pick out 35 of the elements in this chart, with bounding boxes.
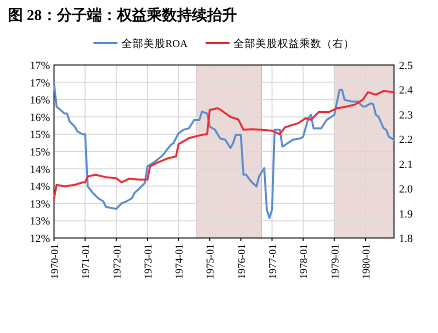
- y-tick-label: 14%: [30, 181, 50, 194]
- y2-tick-label: 2.0: [399, 184, 414, 196]
- line-series: [53, 82, 395, 219]
- legend-label: 全部美股权益乘数（右）: [234, 37, 355, 50]
- y2-tick-label: 2.5: [399, 60, 414, 72]
- x-tick-label: 1977-01: [268, 244, 280, 279]
- x-tick-label: 1972-01: [112, 244, 124, 279]
- y-tick-label: 12%: [30, 233, 50, 245]
- y2-tick-label: 2.3: [399, 109, 414, 122]
- x-tick-label: 1970-01: [50, 244, 61, 279]
- y-tick-label: 15%: [30, 146, 50, 158]
- y-tick-label: 13%: [30, 198, 50, 210]
- x-tick-label: 1978-01: [299, 244, 310, 279]
- y-tick-label: 16%: [30, 94, 50, 107]
- y2-tick-label: 2.1: [399, 158, 413, 171]
- x-tick-label: 1980-01: [361, 244, 372, 279]
- line-series: [53, 90, 395, 200]
- x-tick-label: 1971-01: [81, 244, 92, 279]
- x-tick-label: 1979-01: [330, 244, 342, 279]
- y-tick-label: 15%: [30, 129, 50, 142]
- y-tick-label: 17%: [30, 60, 50, 72]
- x-tick-label: 1975-01: [206, 244, 217, 279]
- legend-label: 全部美股ROA: [121, 37, 188, 50]
- y-tick-label: 13%: [30, 216, 50, 228]
- y-tick-label: 17%: [30, 77, 50, 90]
- y2-tick-label: 1.8: [399, 233, 414, 245]
- y-tick-label: 16%: [30, 112, 50, 124]
- y2-tick-label: 2.4: [399, 84, 414, 97]
- x-tick-label: 1974-01: [174, 244, 186, 279]
- x-tick-label: 1973-01: [143, 244, 154, 279]
- y-tick-label: 14%: [30, 164, 50, 176]
- chart-title: 图 28：分子端：权益乘数持续抬升: [8, 7, 237, 24]
- y2-tick-label: 2.2: [399, 134, 413, 146]
- y2-tick-label: 1.9: [399, 208, 414, 220]
- x-tick-label: 1976-01: [236, 244, 248, 279]
